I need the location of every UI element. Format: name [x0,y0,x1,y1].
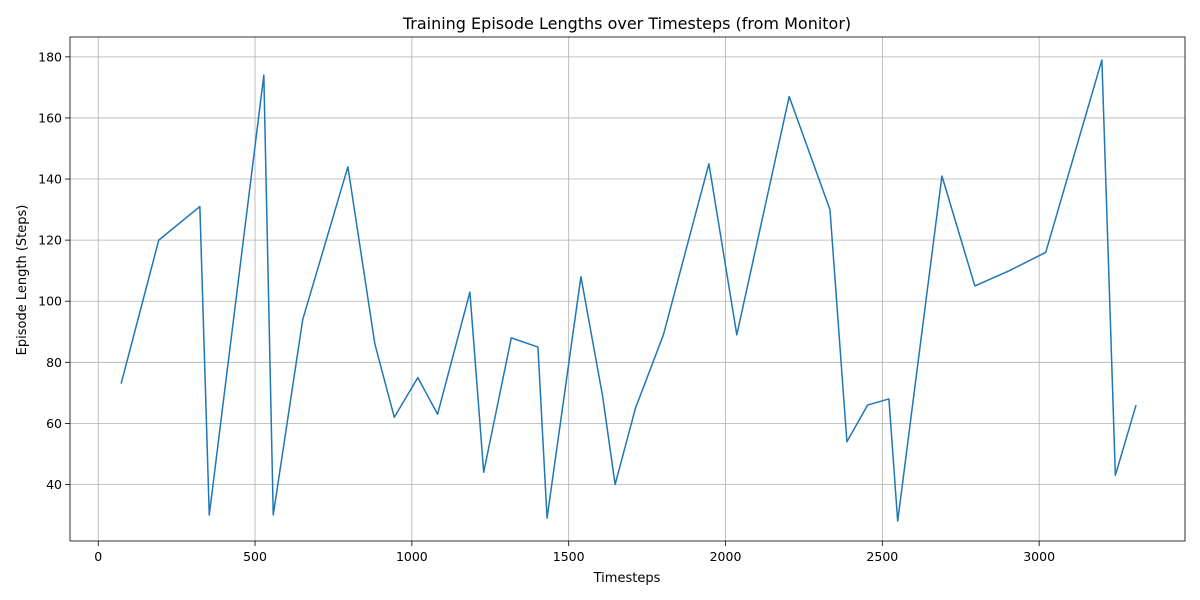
series-layer [120,59,1137,522]
x-axis-ticks: 0 500 1000 1500 2000 2500 3000 [94,541,1055,564]
x-tick-label: 500 [243,549,267,564]
x-tick-label: 3000 [1023,549,1055,564]
x-tick-label: 2500 [866,549,898,564]
y-tick-label: 100 [38,294,62,309]
x-tick-label: 0 [94,549,102,564]
chart-title: Training Episode Lengths over Timesteps … [402,14,851,33]
y-axis-ticks: 40 60 80 100 120 140 160 180 [38,49,70,492]
x-axis-label: Timesteps [593,571,661,586]
x-tick-label: 1000 [396,549,428,564]
y-tick-label: 40 [46,477,62,492]
y-tick-label: 60 [46,416,62,431]
y-tick-label: 80 [46,355,62,370]
x-tick-label: 1500 [553,549,585,564]
plot-frame [69,36,1186,542]
x-tick-label: 2000 [710,549,742,564]
grid [70,37,1185,541]
series-line [120,59,1137,522]
y-tick-label: 160 [38,110,62,125]
y-tick-label: 140 [38,172,62,187]
y-tick-label: 120 [38,233,62,248]
y-axis-label: Episode Length (Steps) [15,205,30,356]
y-tick-label: 180 [38,49,62,64]
